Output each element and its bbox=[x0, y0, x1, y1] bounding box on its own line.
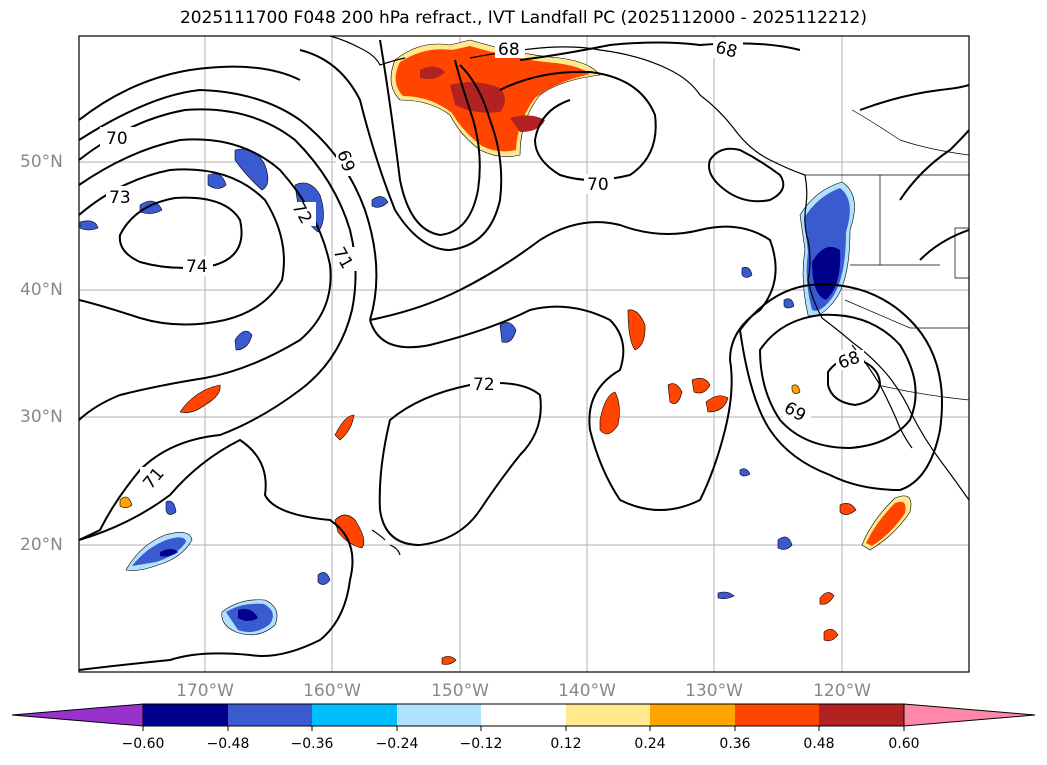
contour-label: 70 bbox=[587, 175, 609, 195]
contour-70-east bbox=[499, 70, 657, 181]
lon-tick-label: 160°W bbox=[303, 681, 361, 701]
lon-tick-label: 130°W bbox=[685, 681, 743, 701]
colorbar-segment bbox=[481, 704, 566, 726]
alaska-coast bbox=[329, 36, 806, 176]
colorbar-segment bbox=[735, 704, 819, 726]
colorbar-tick-label: −0.60 bbox=[121, 736, 165, 752]
colorbar-tick-label: −0.24 bbox=[375, 736, 419, 752]
contour-68-east bbox=[519, 41, 801, 61]
colorbar-tick-label: 0.48 bbox=[803, 736, 835, 752]
lon-tick-label: 170°W bbox=[176, 681, 234, 701]
contour-72-north bbox=[79, 138, 332, 421]
colorbar-segment bbox=[650, 704, 735, 726]
contour-label: 70 bbox=[106, 129, 128, 149]
contour-68-top bbox=[379, 39, 481, 237]
contour-70-bc bbox=[708, 147, 785, 203]
na-west-coast bbox=[804, 174, 969, 501]
colorbar-tick-label: 0.12 bbox=[550, 736, 582, 752]
colorbar-extend-high bbox=[903, 703, 1036, 727]
colorbar-segment bbox=[312, 704, 397, 726]
lon-tick-label: 140°W bbox=[558, 681, 616, 701]
lat-tick-label: 50°N bbox=[20, 152, 63, 172]
colorbar-tick-label: 0.24 bbox=[634, 736, 666, 752]
colorbar bbox=[11, 703, 1036, 731]
contour-71-east bbox=[859, 84, 969, 261]
map-title: 2025111700 F048 200 hPa refract., IVT La… bbox=[179, 8, 867, 28]
contour-label: 73 bbox=[109, 188, 131, 208]
contour-69-low bbox=[758, 313, 917, 450]
baja bbox=[851, 344, 913, 449]
contour-72-mid bbox=[369, 221, 777, 511]
colorbar-tick-label: 0.60 bbox=[888, 736, 920, 752]
colorbar-tick-label: 0.36 bbox=[719, 736, 751, 752]
colorbar-tick-label: −0.36 bbox=[290, 736, 334, 752]
contour-label: 72 bbox=[473, 375, 495, 395]
contour-74 bbox=[118, 196, 243, 269]
colorbar-segment bbox=[228, 704, 312, 726]
height-contours bbox=[79, 39, 969, 671]
colorbar-extend-low bbox=[11, 703, 144, 727]
colorbar-segment bbox=[397, 704, 481, 726]
contour-71-south bbox=[79, 438, 354, 671]
contour-71 bbox=[79, 108, 357, 541]
contour-70-west bbox=[79, 65, 378, 321]
hawaii bbox=[371, 529, 401, 556]
colorbar-tick-label: −0.48 bbox=[206, 736, 250, 752]
contour-label: 74 bbox=[186, 257, 208, 277]
lat-tick-label: 40°N bbox=[20, 280, 63, 300]
negative-anomaly-shading bbox=[79, 148, 855, 636]
colorbar-segment bbox=[143, 704, 228, 726]
lon-tick-label: 150°W bbox=[431, 681, 489, 701]
contour-label: 68 bbox=[498, 40, 520, 60]
contour-73 bbox=[79, 168, 285, 326]
coastlines bbox=[329, 36, 969, 556]
contour-label-group: 70 73 74 68 69 72 71 72 70 68 68 69 71 bbox=[100, 38, 864, 493]
map-frame bbox=[78, 35, 970, 673]
contour-69 bbox=[299, 49, 503, 252]
shading-west-patch bbox=[179, 384, 221, 413]
map-area: 70 73 74 68 69 72 71 72 70 68 68 69 71 bbox=[79, 36, 969, 672]
lat-tick-label: 30°N bbox=[20, 407, 63, 427]
contour-70-coast bbox=[738, 283, 943, 492]
colorbar-tick-label: −0.12 bbox=[459, 736, 503, 752]
lat-tick-label: 20°N bbox=[20, 535, 63, 555]
colorbar-segment bbox=[566, 704, 650, 726]
colorbar-segment bbox=[819, 704, 904, 726]
lon-tick-label: 120°W bbox=[813, 681, 871, 701]
